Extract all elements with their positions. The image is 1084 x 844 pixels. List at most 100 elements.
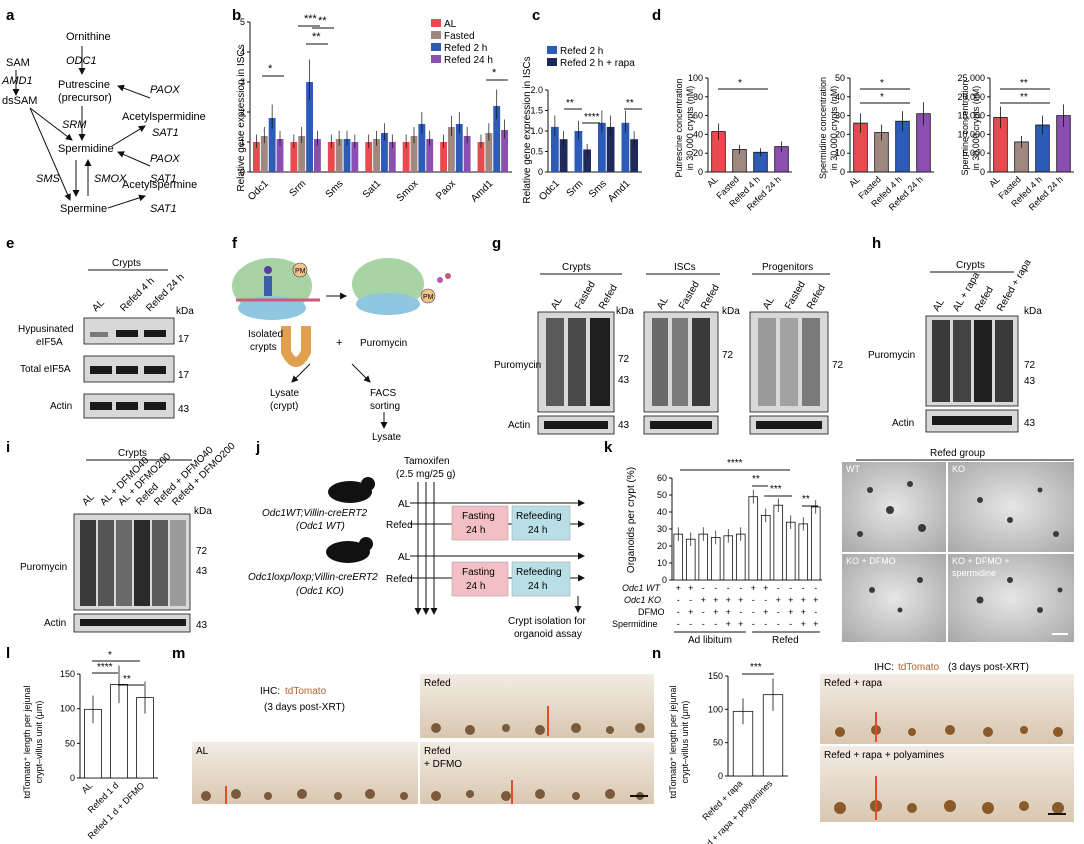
organoid-image-wt [842,462,946,552]
panel-k-images: Refed group WT KO KO + DFMO KO + DFMO + … [842,448,1074,642]
acetylspermine-label: Acetylspermine [122,179,197,191]
y-tick-label: 15,000 [957,111,985,121]
g-lane-smear [802,318,820,406]
g-lane-smear [780,318,798,406]
significance-label: * [108,650,112,661]
k-img-ko: KO [952,464,965,474]
paox-label-2: PAOX [150,153,180,165]
bar [314,139,321,172]
mouse-head-icon [359,537,373,551]
j-24h-4: 24 h [528,581,547,592]
y-tick-label: 0 [538,167,543,177]
b-legend-refed24: Refed 24 h [444,55,493,66]
dssam-srm-arrow [29,107,73,141]
mouse-head-icon [361,477,375,491]
bar [798,523,809,581]
m-tile-al: AL [196,746,209,757]
condition-mark: - [752,619,755,629]
panel-label-l: l [6,645,10,662]
category-label: Amd1 [606,178,633,205]
bar [276,139,284,172]
condition-mark: + [688,583,693,593]
y-tick-label: 4 [240,47,245,57]
category-label: Sat1 [361,178,384,201]
y-tick-label: 0 [240,167,245,177]
condition-mark: - [752,595,755,605]
condition-mark: + [688,607,693,617]
spermidine-label: Spermidine [58,143,114,155]
significance-label: **** [97,662,113,673]
significance-label: * [738,78,742,89]
h-kda: kDa [1024,306,1042,317]
significance-label: ** [626,98,634,109]
m-tile-refed: Refed [424,678,451,689]
k-img-wt: WT [846,464,860,474]
bar [621,122,630,172]
m-title-a: IHC: [260,686,280,697]
h-actin-band [932,416,1012,425]
g-lane-smear [652,318,668,406]
y-tick-label: 30 [657,524,667,534]
j-refeeding-1: Refeeding [516,511,562,522]
condition-mark: + [763,607,768,617]
i-mw-72: 72 [196,546,208,557]
e-band [144,366,166,374]
g-header-crypts: Crypts [562,262,591,273]
significance-label: **** [727,458,743,469]
condition-mark: - [714,583,717,593]
g-row-puromycin: Puromycin [494,360,541,371]
condition-mark: + [801,619,806,629]
significance-label: ** [566,98,574,109]
f-crypts: crypts [250,342,277,353]
j-refeeding-2: Refeeding [516,567,562,578]
panel-g: g Crypts ISCs Progenitors AL Fasted Refe… [492,235,844,435]
bar [410,136,418,172]
y-tick-label: 60 [693,111,703,121]
y-axis-label: Putrescine concentration [674,78,684,177]
significance-label: * [880,92,884,103]
n-tile-rapa: Refed + rapa [824,678,883,689]
condition-mark: - [802,583,805,593]
g-row-actin: Actin [508,420,530,431]
k-cond-dfmo-label: DFMO [638,607,665,617]
y-tick-label: 50 [713,738,723,748]
e-band [116,366,138,374]
condition-mark: + [763,583,768,593]
y-tick-label: 2 [240,107,245,117]
e-row-label-1a: Hypusinated [18,324,74,335]
c-legend-swatch-refed2 [547,46,557,54]
peptide-icon [437,277,443,283]
condition-mark: + [738,595,743,605]
fasting-box [451,505,509,541]
l-ylabel-2: crypt–villus unit (μm) [34,701,44,784]
j-tamoxifen: Tamoxifen [404,456,450,467]
f-facs-1: FACS [370,388,396,399]
bar [698,533,709,581]
h-lane: Refed [973,285,996,314]
i-lane-smear [152,520,168,606]
panel-b: b Relative gene expression in ISCs 0 1 2 3 4… [232,7,512,205]
y-tick-label: 10 [657,558,667,568]
panel-label-a: a [6,7,15,24]
y-tick-label: 20 [835,129,845,139]
i-lane: AL [80,491,97,508]
condition-mark: - [752,607,755,617]
k-group-al: Ad libitum [688,635,732,646]
sms-label: SMS [36,173,61,185]
bar [455,124,463,172]
panel-j: j Odc1WT;Villin-creERT2 (Odc1 WT) Odc1lo… [248,439,586,640]
sam-label: SAM [6,57,30,69]
y-tick-label: 20 [693,148,703,158]
condition-mark: - [677,607,680,617]
bar [785,521,796,581]
e-lane-al: AL [90,297,107,314]
bar [298,136,306,172]
bar [501,130,508,172]
pm-label-1: PM [295,268,306,275]
bar [373,139,380,172]
organoid-image-ko-dfmo-spd [948,554,1074,642]
panel-f: f PM PM Isolated crypts + Puromycin Lysa… [232,235,451,443]
g-lane-smear [692,318,710,406]
